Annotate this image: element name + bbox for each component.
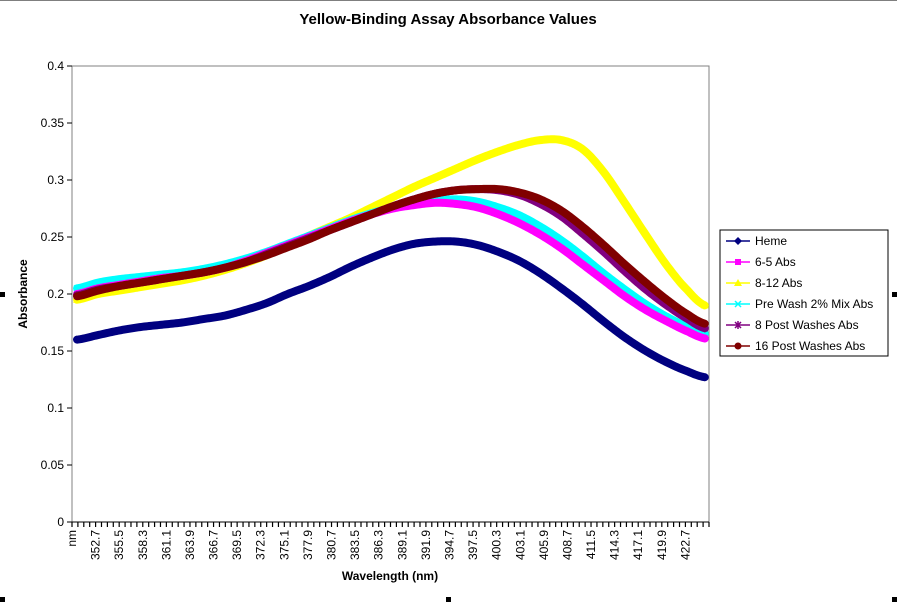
x-tick-label: 383.5 bbox=[348, 530, 362, 560]
legend-item-6-5-abs: 6-5 Abs bbox=[726, 255, 796, 269]
x-tick-label: 397.5 bbox=[466, 530, 480, 560]
series-heme bbox=[73, 237, 709, 382]
legend-item-8-post-washes-abs: 8 Post Washes Abs bbox=[726, 318, 859, 332]
x-tick-label: 400.3 bbox=[490, 530, 504, 560]
legend-marker bbox=[734, 300, 742, 308]
x-tick-label: 361.1 bbox=[159, 530, 173, 560]
legend-label: 8-12 Abs bbox=[755, 276, 802, 290]
series-line bbox=[73, 135, 709, 310]
data-point bbox=[700, 301, 709, 309]
data-point bbox=[701, 335, 708, 342]
legend-item-pre-wash-2-mix-abs: Pre Wash 2% Mix Abs bbox=[726, 297, 873, 311]
x-tick-label: nm bbox=[65, 530, 79, 547]
chart-top-border bbox=[0, 0, 897, 1]
plot-area bbox=[71, 65, 710, 523]
y-tick-label: 0 bbox=[57, 515, 64, 529]
legend-item-8-12-abs: 8-12 Abs bbox=[726, 276, 802, 290]
legend-label: 6-5 Abs bbox=[755, 255, 796, 269]
series-line bbox=[73, 237, 709, 382]
legend-label: Pre Wash 2% Mix Abs bbox=[755, 297, 873, 311]
x-tick-label: 419.9 bbox=[655, 530, 669, 560]
x-tick-label: 414.3 bbox=[608, 530, 622, 560]
x-tick-label: 411.5 bbox=[584, 530, 598, 559]
legend-marker bbox=[735, 259, 741, 265]
y-tick-label: 0.15 bbox=[41, 344, 65, 358]
x-tick-label: 358.3 bbox=[136, 530, 150, 560]
y-tick-label: 0.3 bbox=[47, 173, 64, 187]
legend-label: 16 Post Washes Abs bbox=[755, 339, 865, 353]
x-tick-label: 386.3 bbox=[372, 530, 386, 560]
x-tick-label: 405.9 bbox=[537, 530, 551, 560]
x-tick-label: 363.9 bbox=[183, 530, 197, 560]
y-axis-label: Absorbance bbox=[16, 259, 30, 329]
series-16-post-washes-abs bbox=[73, 184, 709, 328]
legend-marker bbox=[734, 321, 742, 329]
legend-item-16-post-washes-abs: 16 Post Washes Abs bbox=[726, 339, 865, 353]
selection-handle-left[interactable] bbox=[0, 292, 5, 297]
selection-handle-bottom-left[interactable] bbox=[0, 597, 5, 602]
chart-title: Yellow-Binding Assay Absorbance Values bbox=[299, 11, 596, 28]
legend-marker bbox=[734, 279, 742, 286]
legend-label: Heme bbox=[755, 234, 787, 248]
y-tick-label: 0.05 bbox=[41, 458, 65, 472]
y-tick-label: 0.35 bbox=[41, 116, 65, 130]
legend: Heme 6-5 Abs 8-12 Abs Pre Wash 2% Mix Abs 8 … bbox=[719, 229, 889, 357]
y-tick-label: 0.1 bbox=[47, 401, 64, 415]
series-layer bbox=[73, 135, 709, 382]
x-tick-label: 380.7 bbox=[325, 530, 339, 560]
data-point bbox=[73, 292, 81, 300]
y-tick-label: 0.2 bbox=[47, 287, 64, 301]
x-tick-label: 389.1 bbox=[395, 530, 409, 560]
x-tick-label: 372.3 bbox=[254, 530, 268, 560]
legend-item-heme: Heme bbox=[726, 234, 787, 248]
x-tick-label: 352.7 bbox=[89, 530, 103, 560]
x-tick-label: 391.9 bbox=[419, 530, 433, 560]
x-tick-label: 369.5 bbox=[230, 530, 244, 560]
y-tick-label: 0.25 bbox=[41, 230, 65, 244]
legend-label: 8 Post Washes Abs bbox=[755, 318, 859, 332]
x-tick-label: 366.7 bbox=[207, 530, 221, 560]
x-tick-label: 377.9 bbox=[301, 530, 315, 560]
x-axis-label: Wavelength (nm) bbox=[342, 569, 438, 583]
x-tick-label: 355.5 bbox=[112, 530, 126, 560]
x-axis: nm 352.7 355.5 358.3 361.1 363.9 366.7 369.5 372… bbox=[65, 521, 710, 560]
legend-marker bbox=[734, 237, 742, 245]
selection-handle-bottom-right[interactable] bbox=[892, 597, 897, 602]
x-tick-label: 417.1 bbox=[631, 530, 645, 560]
data-point bbox=[73, 335, 82, 344]
y-axis: 0 0.05 0.1 0.15 0.2 0.25 0.3 0.35 0.4 bbox=[41, 59, 72, 529]
x-tick-label: 408.7 bbox=[560, 530, 574, 560]
data-point bbox=[700, 373, 709, 382]
selection-handle-bottom-center[interactable] bbox=[446, 597, 451, 602]
x-tick-label: 403.1 bbox=[513, 530, 527, 560]
series-line bbox=[73, 184, 709, 328]
selection-handle-right[interactable] bbox=[892, 292, 897, 297]
x-tick-label: 375.1 bbox=[277, 530, 291, 560]
data-point bbox=[701, 320, 709, 328]
x-tick-label: 394.7 bbox=[442, 530, 456, 560]
y-tick-label: 0.4 bbox=[47, 59, 64, 73]
legend-marker bbox=[734, 342, 742, 350]
x-tick-label: 422.7 bbox=[678, 530, 692, 560]
legend-box bbox=[719, 229, 889, 357]
